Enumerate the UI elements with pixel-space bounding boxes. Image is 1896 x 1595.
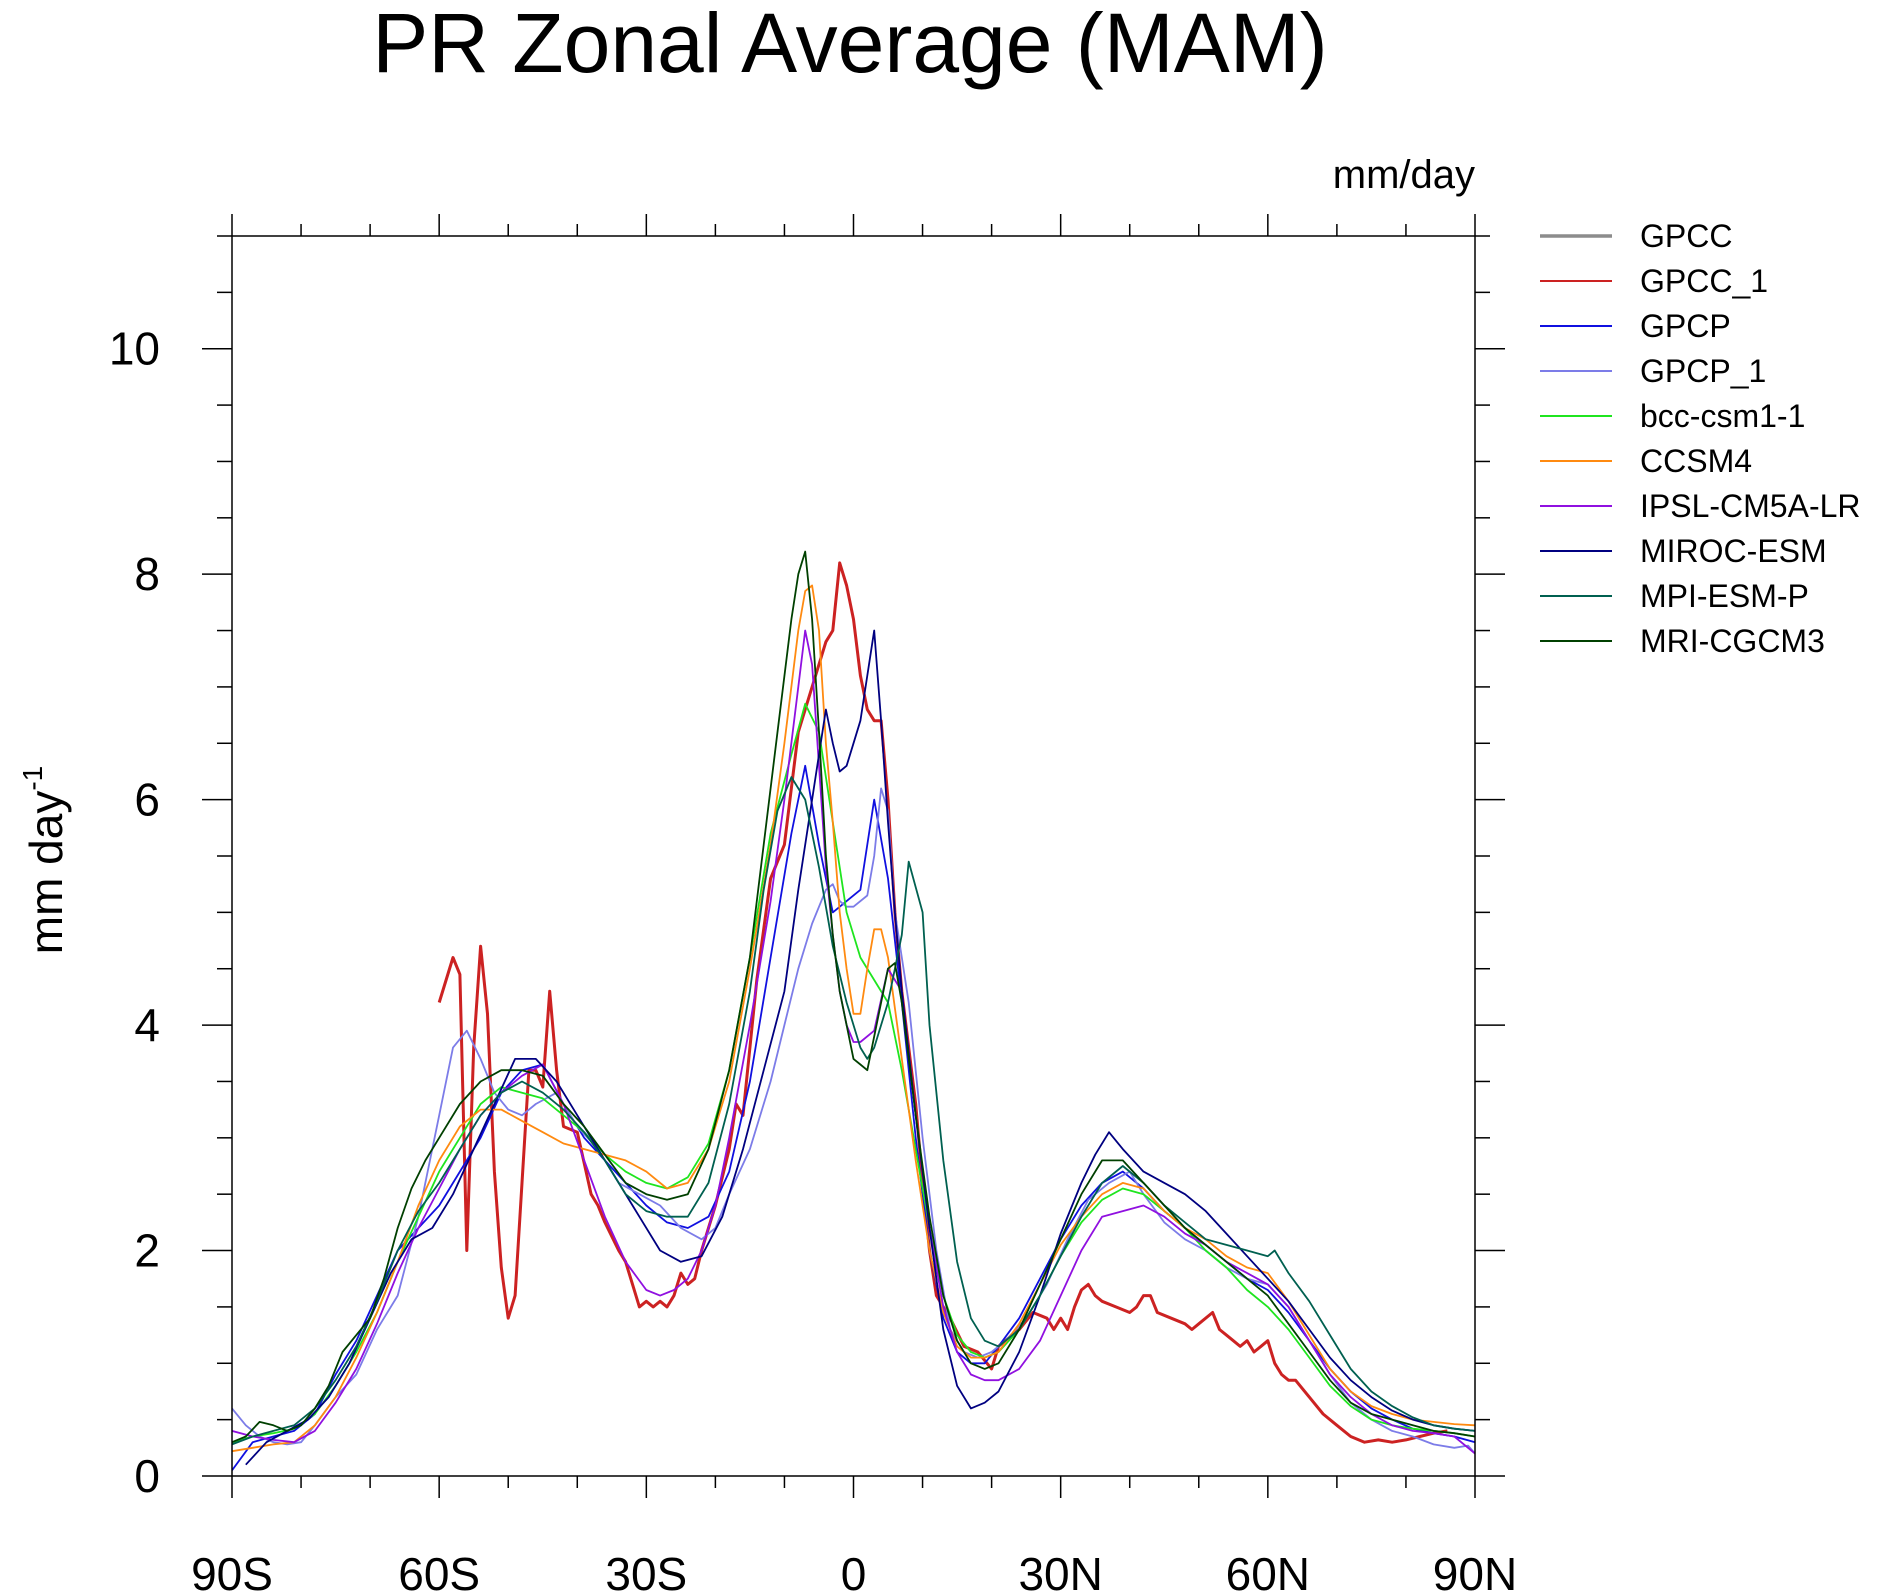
legend-label: MIROC-ESM: [1640, 533, 1827, 569]
legend-label: GPCC_1: [1640, 263, 1768, 299]
series-line-mpi-esm-p: [232, 776, 1475, 1446]
legend-label: GPCP_1: [1640, 353, 1766, 389]
series-line-bcc-csm1-1: [232, 702, 1475, 1444]
svg-text:mm day-1: mm day-1: [17, 766, 72, 955]
x-tick-label: 60N: [1226, 1548, 1310, 1595]
legend-label: MPI-ESM-P: [1640, 578, 1809, 614]
plot-frame: [231, 235, 1476, 1477]
legend: GPCC GPCC_1 GPCP GPCP_1 bcc-csm1-1 CCSM4 IPSL-…: [1540, 218, 1861, 659]
y-axis-label: mm day-1: [17, 766, 72, 955]
series-line-mri-cgcm3: [232, 550, 1475, 1444]
series-line-gpcp: [232, 764, 1475, 1471]
x-tick-label: 30S: [605, 1548, 687, 1595]
legend-label: CCSM4: [1640, 443, 1752, 479]
y-tick-label: 2: [134, 1225, 160, 1277]
y-tick-label: 6: [134, 774, 160, 826]
y-axis-label-base: mm day: [20, 791, 72, 955]
legend-label: IPSL-CM5A-LR: [1640, 488, 1861, 524]
legend-label: GPCC: [1640, 218, 1732, 254]
x-tick-label: 90S: [191, 1548, 273, 1595]
y-tick-label: 4: [134, 999, 160, 1051]
y-tick-label: 0: [134, 1450, 160, 1502]
x-tick-label: 30N: [1018, 1548, 1102, 1595]
y-axis-label-exponent: -1: [17, 766, 48, 791]
y-tick-label: 8: [134, 548, 160, 600]
series-lines: [232, 550, 1475, 1471]
series-line-gpcp-1: [232, 787, 1475, 1455]
x-tick-label: 0: [841, 1548, 867, 1595]
x-tick-label: 90N: [1433, 1548, 1517, 1595]
chart-title: PR Zonal Average (MAM): [372, 0, 1327, 90]
legend-label: bcc-csm1-1: [1640, 398, 1805, 434]
series-line-miroc-esm: [245, 629, 1475, 1466]
series-line-ccsm4: [232, 584, 1475, 1453]
units-label: mm/day: [1333, 153, 1475, 197]
axis-ticks: [202, 214, 1505, 1498]
legend-label: GPCP: [1640, 308, 1731, 344]
x-tick-label: 60S: [398, 1548, 480, 1595]
tick-labels: 90S 60S 30S 0 30N 60N 90N 0 2 4 6 8 10: [109, 323, 1517, 1595]
legend-label: MRI-CGCM3: [1640, 623, 1825, 659]
y-tick-label: 10: [109, 323, 160, 375]
